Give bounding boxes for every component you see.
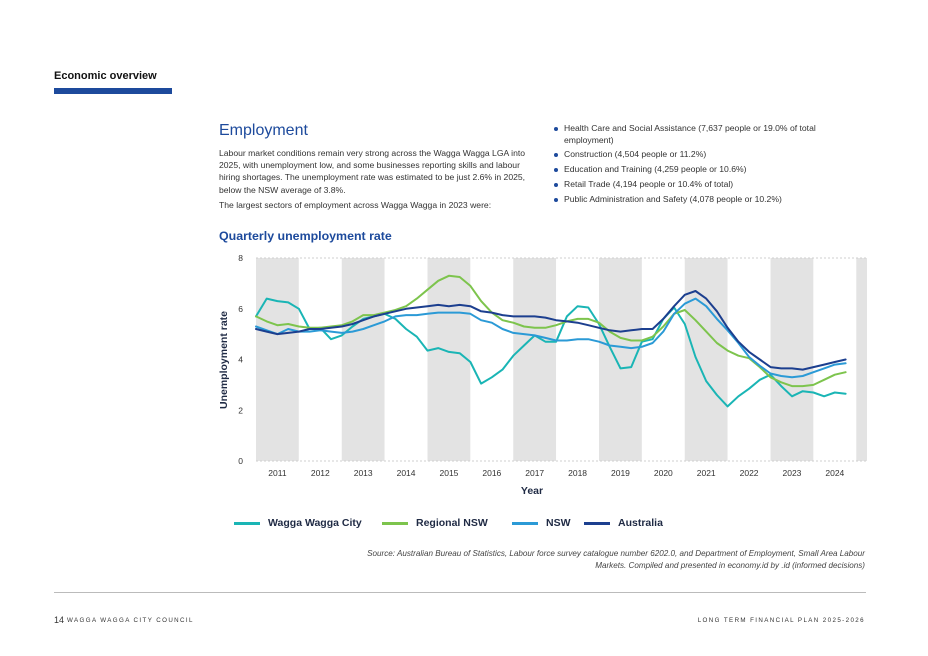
x-tick-label: 2015 [439,468,458,478]
x-tick-label: 2024 [825,468,844,478]
x-axis-label: Year [521,485,543,497]
legend-item: Regional NSW [382,517,488,529]
list-item: Retail Trade (4,194 people or 10.4% of t… [553,179,863,191]
legend-label: Regional NSW [416,517,488,529]
y-tick-label: 6 [238,304,243,314]
page-heading: Employment [219,122,308,139]
x-tick-label: 2019 [611,468,630,478]
year-band [427,258,471,461]
page-number: 14 [54,615,65,625]
y-axis-label: Unemployment rate [218,311,230,409]
legend-item: Australia [584,517,663,529]
list-item-text: Education and Training (4,259 people or … [564,164,747,175]
legend-swatch [584,521,610,525]
bullet-icon [554,127,558,131]
year-band [856,258,867,461]
year-band [256,258,299,461]
legend-swatch [234,521,260,525]
year-band [513,258,557,461]
bullet-icon [554,168,558,173]
x-tick-label: 2018 [568,468,587,478]
bullet-icon [554,183,558,188]
section-accent-bar [54,88,172,94]
list-item-text: Retail Trade (4,194 people or 10.4% of t… [564,179,734,190]
x-tick-label: 2021 [697,468,716,478]
y-tick-label: 0 [238,456,243,466]
year-band [641,258,685,461]
series-line-australia [255,290,847,371]
chart-title: Quarterly unemployment rate [219,229,392,243]
year-band [770,258,814,461]
legend-label: NSW [546,517,571,529]
x-tick-label: 2016 [482,468,501,478]
list-item-text: Health Care and Social Assistance (7,637… [564,123,816,145]
list-item: Construction (4,504 people or 11.2%) [553,149,863,161]
footer-divider [54,592,866,593]
legend-swatch [382,521,408,525]
year-band [727,258,771,461]
x-tick-label: 2020 [654,468,673,478]
x-tick-label: 2012 [311,468,330,478]
document-title: LONG TERM FINANCIAL PLAN 2025-2026 [697,617,865,624]
y-tick-label: 4 [238,355,243,365]
intro-paragraph: Labour market conditions remain very str… [219,148,526,195]
x-tick-label: 2017 [525,468,544,478]
source-note: Source: Australian Bureau of Statistics,… [367,549,865,570]
x-tick-label: 2014 [397,468,416,478]
year-band [384,258,428,461]
legend-swatch [512,521,538,525]
series-line-wagga-wagga-city [255,297,847,408]
year-band [470,258,514,461]
year-band [813,258,857,461]
year-band [684,258,728,461]
legend-item: NSW [512,517,571,529]
unemployment-line-chart: 0 2 4 6 8 2011 2012 2013 2014 2015 2016 2017 2018 20… [218,253,867,497]
y-tick-label: 8 [238,253,243,263]
list-item: Public Administration and Safety (4,078 … [553,194,863,206]
bullet-icon [554,198,558,203]
legend-item: Wagga Wagga City [234,517,362,529]
sectors-intro: The largest sectors of employment across… [219,200,492,210]
council-name: WAGGA WAGGA CITY COUNCIL [67,617,194,624]
year-band [556,258,600,461]
series-line-regional-nsw [255,274,847,388]
x-tick-label: 2013 [354,468,373,478]
year-band [298,258,342,461]
y-tick-label: 2 [238,405,243,415]
series-line-nsw [255,297,847,379]
list-item: Education and Training (4,259 people or … [553,164,863,176]
list-item: Health Care and Social Assistance (7,637… [553,123,863,146]
legend-label: Wagga Wagga City [268,517,362,529]
x-tick-label: 2023 [783,468,802,478]
section-label: Economic overview [54,70,157,82]
legend-label: Australia [618,517,663,529]
x-tick-label: 2022 [740,468,759,478]
list-item-text: Construction (4,504 people or 11.2%) [564,149,707,160]
chart-legend: Wagga Wagga City Regional NSW NSW Australia [234,517,734,533]
x-tick-label: 2011 [268,468,287,478]
year-band [341,258,385,461]
list-item-text: Public Administration and Safety (4,078 … [564,194,782,205]
sector-list: Health Care and Social Assistance (7,637… [553,123,863,209]
bullet-icon [554,153,558,158]
